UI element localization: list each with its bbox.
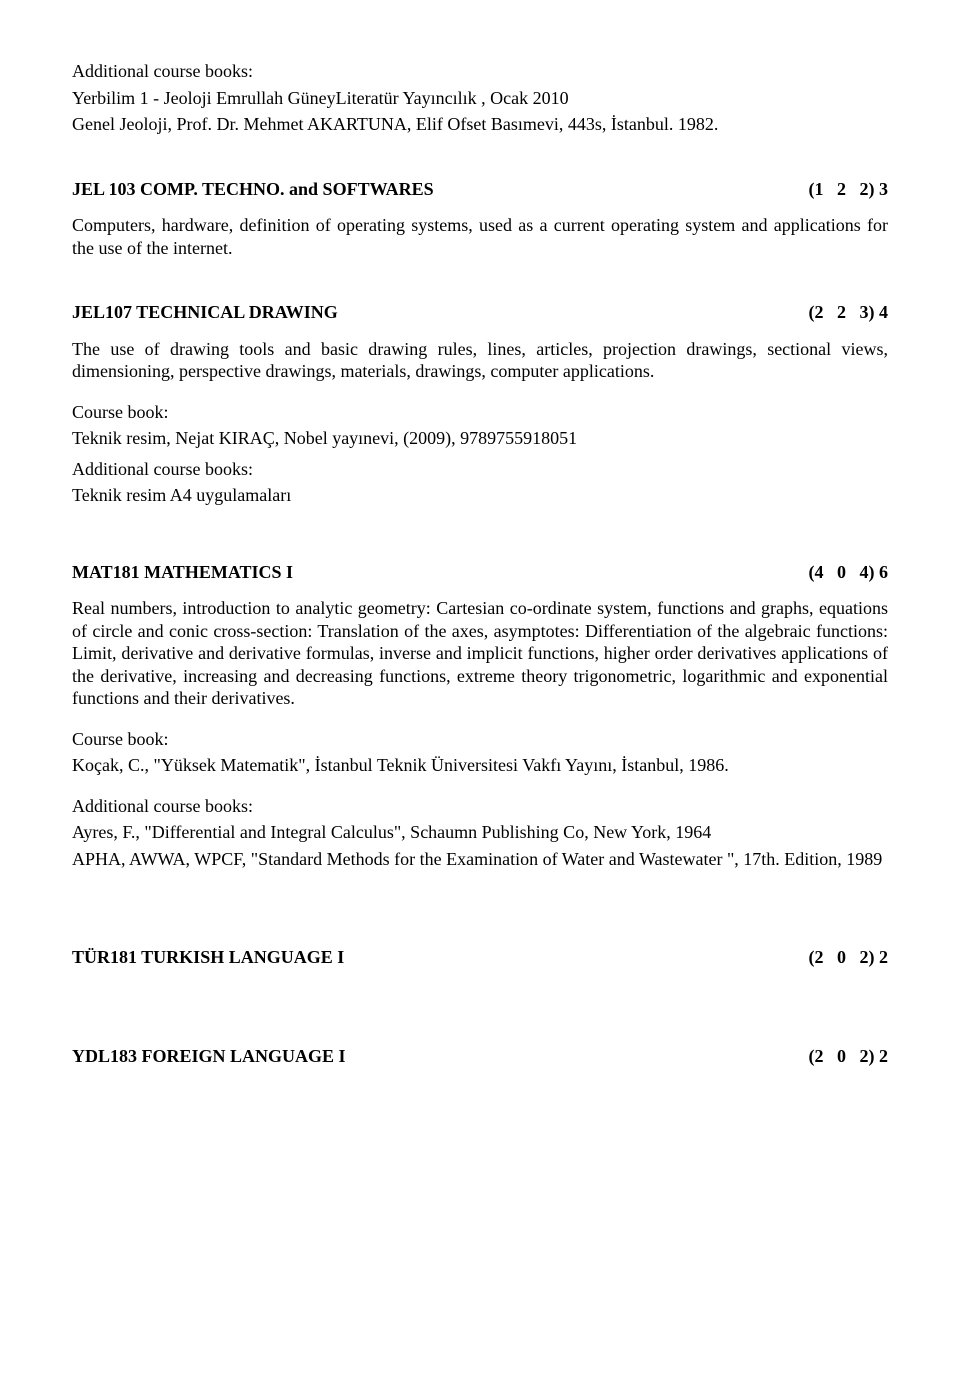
course-book-label: Course book: xyxy=(72,728,888,751)
course-title: YDL183 FOREIGN LANGUAGE I xyxy=(72,1045,346,1068)
course-credits: (2 0 2) 2 xyxy=(809,946,889,969)
additional-books-label: Additional course books: xyxy=(72,60,888,83)
course-credits: (1 2 2) 3 xyxy=(809,178,889,201)
course-header: YDL183 FOREIGN LANGUAGE I (2 0 2) 2 xyxy=(72,1045,888,1068)
course-header: TÜR181 TURKISH LANGUAGE I (2 0 2) 2 xyxy=(72,946,888,969)
course-title: MAT181 MATHEMATICS I xyxy=(72,561,293,584)
ref-line: Yerbilim 1 - Jeoloji Emrullah GüneyLiter… xyxy=(72,87,888,110)
course-header: MAT181 MATHEMATICS I (4 0 4) 6 xyxy=(72,561,888,584)
course-description: Computers, hardware, definition of opera… xyxy=(72,214,888,259)
course-book: Teknik resim, Nejat KIRAÇ, Nobel yayınev… xyxy=(72,427,888,450)
course-book-label: Course book: xyxy=(72,401,888,424)
course-description: Real numbers, introduction to analytic g… xyxy=(72,597,888,710)
course-credits: (4 0 4) 6 xyxy=(809,561,889,584)
course-header: JEL107 TECHNICAL DRAWING (2 2 3) 4 xyxy=(72,301,888,324)
course-title: JEL 103 COMP. TECHNO. and SOFTWARES xyxy=(72,178,434,201)
course-book: Koçak, C., "Yüksek Matematik", İstanbul … xyxy=(72,754,888,777)
additional-books-label: Additional course books: xyxy=(72,458,888,481)
course-title: TÜR181 TURKISH LANGUAGE I xyxy=(72,946,344,969)
additional-books-label: Additional course books: xyxy=(72,795,888,818)
course-description: The use of drawing tools and basic drawi… xyxy=(72,338,888,383)
course-credits: (2 2 3) 4 xyxy=(809,301,889,324)
additional-book: APHA, AWWA, WPCF, "Standard Methods for … xyxy=(72,848,888,871)
course-credits: (2 0 2) 2 xyxy=(809,1045,889,1068)
ref-line: Genel Jeoloji, Prof. Dr. Mehmet AKARTUNA… xyxy=(72,113,888,136)
additional-book: Teknik resim A4 uygulamaları xyxy=(72,484,888,507)
additional-book: Ayres, F., "Differential and Integral Ca… xyxy=(72,821,888,844)
course-header: JEL 103 COMP. TECHNO. and SOFTWARES (1 2… xyxy=(72,178,888,201)
course-title: JEL107 TECHNICAL DRAWING xyxy=(72,301,338,324)
